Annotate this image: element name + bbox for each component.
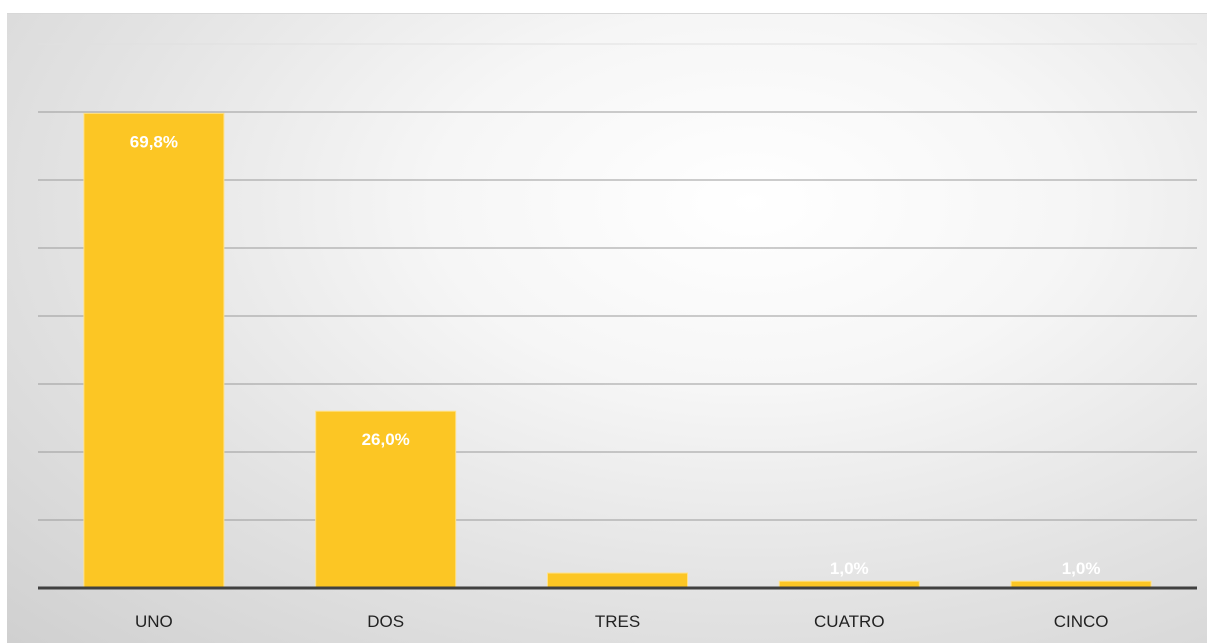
bar-dos: [315, 410, 457, 589]
category-label-cuatro: CUATRO: [814, 612, 885, 631]
data-label-cinco: 1,0%: [1062, 559, 1101, 578]
data-label-dos: 26,0%: [362, 430, 410, 449]
category-label-dos: DOS: [367, 612, 404, 631]
category-label-tres: TRES: [595, 612, 640, 631]
bar-tres: [547, 572, 688, 589]
data-label-uno: 69,8%: [130, 132, 178, 151]
data-label-cuatro: 1,0%: [830, 559, 869, 578]
category-label-uno: UNO: [135, 612, 173, 631]
category-label-cinco: CINCO: [1054, 612, 1109, 631]
bar-uno: [83, 112, 225, 589]
